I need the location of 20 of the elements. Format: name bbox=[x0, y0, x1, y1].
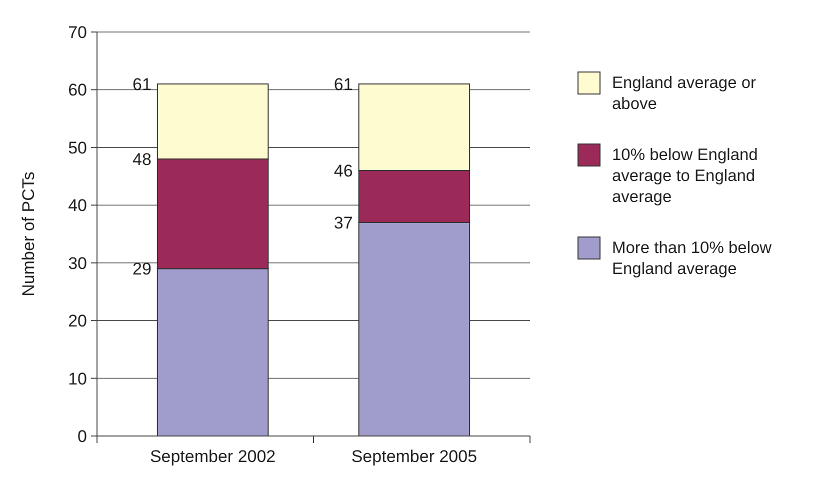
y-tick-label: 0 bbox=[78, 427, 87, 446]
y-tick-label: 10 bbox=[68, 369, 87, 388]
y-tick-label: 60 bbox=[68, 80, 87, 100]
annotation: 46 bbox=[334, 162, 353, 181]
x-tick-label: September 2002 bbox=[150, 447, 276, 466]
annotation: 61 bbox=[132, 74, 152, 94]
legend-label: England average or above bbox=[612, 74, 757, 113]
y-tick-label: 30 bbox=[68, 254, 87, 273]
annotation: 29 bbox=[132, 260, 152, 279]
y-tick-label: 20 bbox=[68, 312, 87, 331]
annotation: 37 bbox=[334, 213, 353, 232]
x-tick-label: September 2005 bbox=[351, 447, 478, 466]
y-tick-label: 40 bbox=[68, 196, 87, 216]
annotation: 48 bbox=[132, 150, 152, 169]
legend-label: More than 10% below England average bbox=[612, 239, 772, 278]
y-axis-title: Number of PCTs bbox=[19, 172, 38, 296]
annotation: 61 bbox=[334, 74, 353, 94]
y-tick-label: 70 bbox=[68, 23, 87, 42]
y-tick-label: 50 bbox=[68, 138, 87, 158]
legend-label: 10% below England average to England average bbox=[612, 146, 758, 206]
